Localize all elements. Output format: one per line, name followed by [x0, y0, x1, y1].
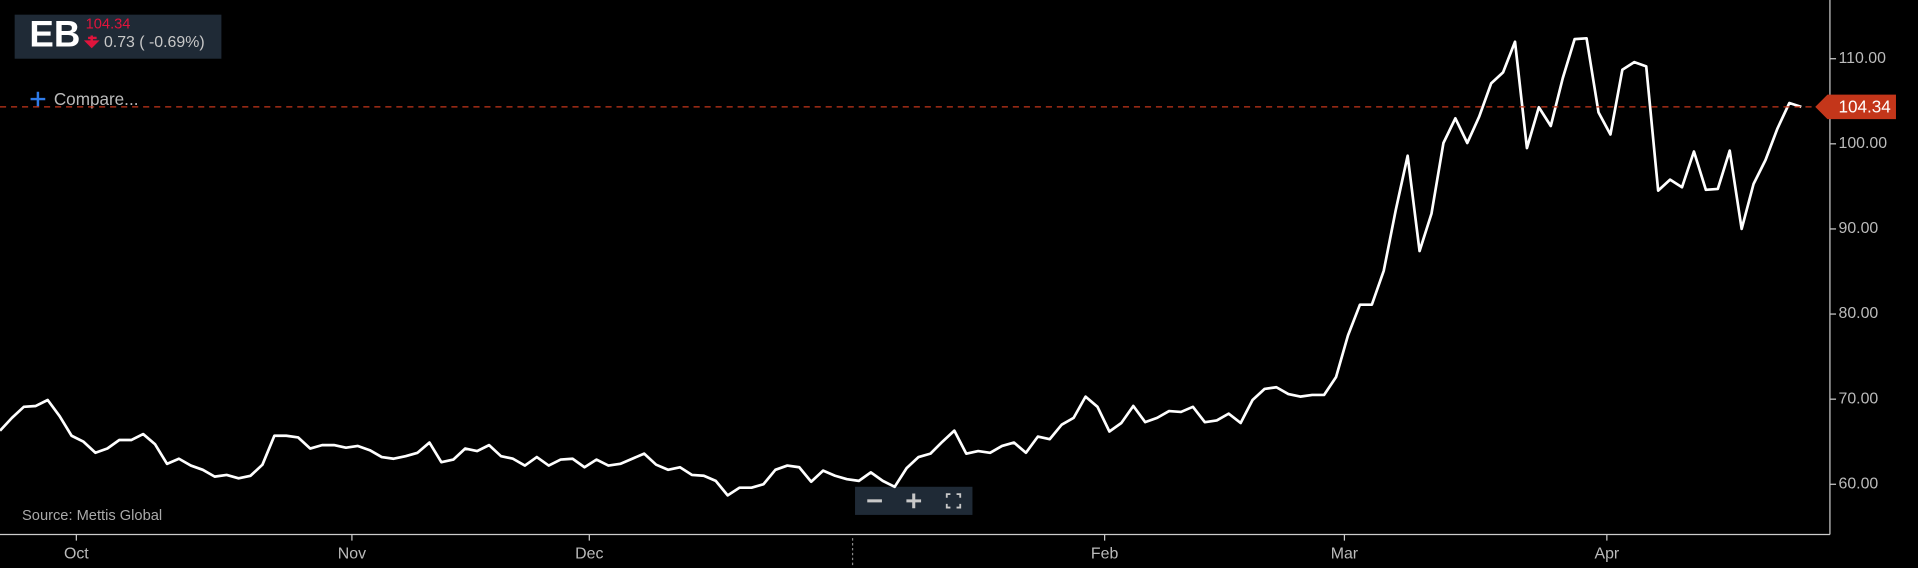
axes: 60.00 70.00 80.00 90.00 100.00 110.00 Oct Nov De…	[0, 0, 1887, 562]
zoom-in[interactable]	[906, 493, 922, 509]
compare-icon[interactable]	[30, 91, 46, 107]
price-line	[0, 36, 1802, 497]
change: 0.73 ( -0.69%)	[104, 34, 205, 51]
price: 104.34	[86, 16, 131, 32]
x-tick-label: Nov	[338, 545, 366, 562]
symbol: EB	[29, 13, 80, 54]
y-tick-label: 100.00	[1838, 135, 1887, 152]
y-tick-label: 90.00	[1838, 220, 1878, 237]
compare-button[interactable]: Compare...	[54, 90, 139, 109]
source: Source: Mettis Global	[22, 508, 162, 524]
x-tick-label: Mar	[1331, 545, 1359, 562]
x-tick-label: Feb	[1091, 545, 1119, 562]
last-price-label: 104.34	[1838, 98, 1891, 117]
x-tick-label: Apr	[1594, 545, 1619, 562]
symbol-box	[14, 14, 222, 59]
fullscreen[interactable]	[945, 493, 962, 509]
x-tick-label: Oct	[64, 545, 89, 562]
y-tick-label: 80.00	[1838, 305, 1878, 322]
y-tick-label: 110.00	[1838, 50, 1886, 67]
last-price-tag	[1815, 94, 1896, 120]
y-tick-label: 60.00	[1838, 475, 1878, 492]
down-arrow	[83, 35, 100, 49]
y-tick-label: 70.00	[1838, 390, 1878, 407]
x-tick-label: Dec	[575, 545, 603, 562]
